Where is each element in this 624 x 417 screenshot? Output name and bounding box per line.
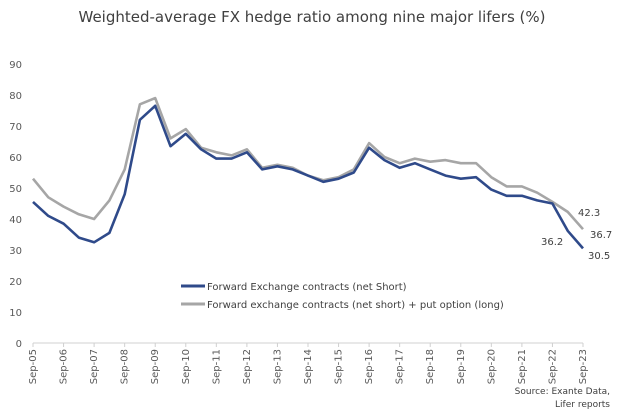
y-tick-label: 0 [16, 339, 22, 350]
source-line-2: Lifer reports [555, 400, 610, 410]
series-line-forward-contracts [32, 104, 584, 250]
x-tick-label: Sep-19 [456, 349, 467, 384]
x-tick-label: Sep-17 [395, 349, 406, 384]
x-tick-label: Sep-09 [150, 349, 161, 384]
source-note: Source: Exante Data, Lifer reports [515, 386, 610, 412]
legend-label: Forward Exchange contracts (net Short) [207, 282, 407, 293]
x-tick-label: Sep-13 [272, 349, 283, 384]
x-tick-label: Sep-22 [547, 349, 558, 384]
x-tick-label: Sep-07 [89, 349, 100, 384]
data-label-gray-mar23: 42.3 [578, 208, 600, 219]
x-tick-label: Sep-14 [303, 349, 314, 384]
y-tick-label: 50 [9, 184, 22, 195]
data-label-gray-sep23: 36.7 [590, 230, 612, 241]
y-tick-label: 40 [9, 215, 22, 226]
x-tick-label: Sep-08 [120, 349, 131, 384]
y-tick-label: 30 [9, 246, 22, 257]
x-tick-label: Sep-06 [59, 349, 70, 384]
chart-title: Weighted-average FX hedge ratio among ni… [78, 8, 546, 26]
x-tick-label: Sep-05 [28, 349, 39, 384]
data-label-blue-sep23: 30.5 [588, 251, 610, 262]
x-tick-label: Sep-16 [364, 349, 375, 384]
source-line-1: Source: Exante Data, [514, 387, 610, 397]
y-tick-label: 70 [9, 122, 22, 133]
x-tick-label: Sep-12 [242, 349, 253, 384]
y-tick-label: 60 [9, 153, 22, 164]
series-line-with-put-option [31, 96, 584, 231]
x-tick-label: Sep-21 [517, 349, 528, 384]
x-tick-label: Sep-10 [181, 349, 192, 384]
legend-label: Forward exchange contracts (net short) +… [207, 300, 504, 311]
y-tick-label: 80 [9, 91, 22, 102]
x-tick-label: Sep-20 [486, 349, 497, 384]
x-tick-label: Sep-11 [211, 349, 222, 384]
x-tick-label: Sep-15 [334, 349, 345, 384]
data-label-blue-mar23: 36.2 [541, 237, 563, 248]
x-tick-label: Sep-18 [425, 349, 436, 384]
y-tick-label: 20 [9, 277, 22, 288]
y-tick-label: 10 [9, 308, 22, 319]
x-tick-label: Sep-23 [578, 349, 589, 384]
y-tick-label: 90 [9, 60, 22, 71]
